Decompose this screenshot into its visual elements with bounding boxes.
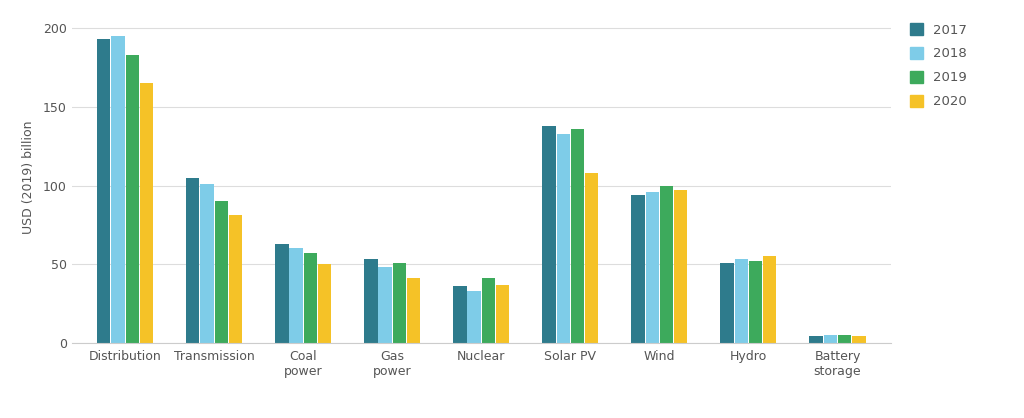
Bar bbox=[585, 173, 598, 343]
Bar bbox=[186, 178, 200, 343]
Bar bbox=[228, 215, 243, 343]
Bar bbox=[304, 253, 317, 343]
Bar bbox=[763, 256, 776, 343]
Bar bbox=[290, 248, 303, 343]
Bar bbox=[632, 195, 645, 343]
Bar bbox=[365, 260, 378, 343]
Bar bbox=[496, 285, 509, 343]
Bar bbox=[317, 264, 331, 343]
Bar bbox=[140, 83, 154, 343]
Bar bbox=[201, 184, 214, 343]
Bar bbox=[379, 267, 392, 343]
Bar bbox=[454, 286, 467, 343]
Bar bbox=[823, 335, 837, 343]
Bar bbox=[215, 201, 228, 343]
Bar bbox=[392, 263, 407, 343]
Bar bbox=[734, 260, 748, 343]
Bar bbox=[126, 55, 139, 343]
Bar bbox=[556, 134, 570, 343]
Bar bbox=[852, 336, 865, 343]
Bar bbox=[407, 278, 420, 343]
Bar bbox=[97, 39, 111, 343]
Legend: 2017, 2018, 2019, 2020: 2017, 2018, 2019, 2020 bbox=[905, 19, 971, 112]
Y-axis label: USD (2019) billion: USD (2019) billion bbox=[22, 121, 35, 234]
Bar bbox=[468, 291, 481, 343]
Bar bbox=[720, 263, 734, 343]
Bar bbox=[112, 36, 125, 343]
Bar bbox=[749, 261, 762, 343]
Bar bbox=[570, 129, 584, 343]
Bar bbox=[645, 192, 658, 343]
Bar bbox=[543, 126, 556, 343]
Bar bbox=[674, 190, 687, 343]
Bar bbox=[481, 278, 495, 343]
Bar bbox=[838, 335, 851, 343]
Bar bbox=[659, 186, 673, 343]
Bar bbox=[275, 244, 289, 343]
Bar bbox=[809, 336, 822, 343]
